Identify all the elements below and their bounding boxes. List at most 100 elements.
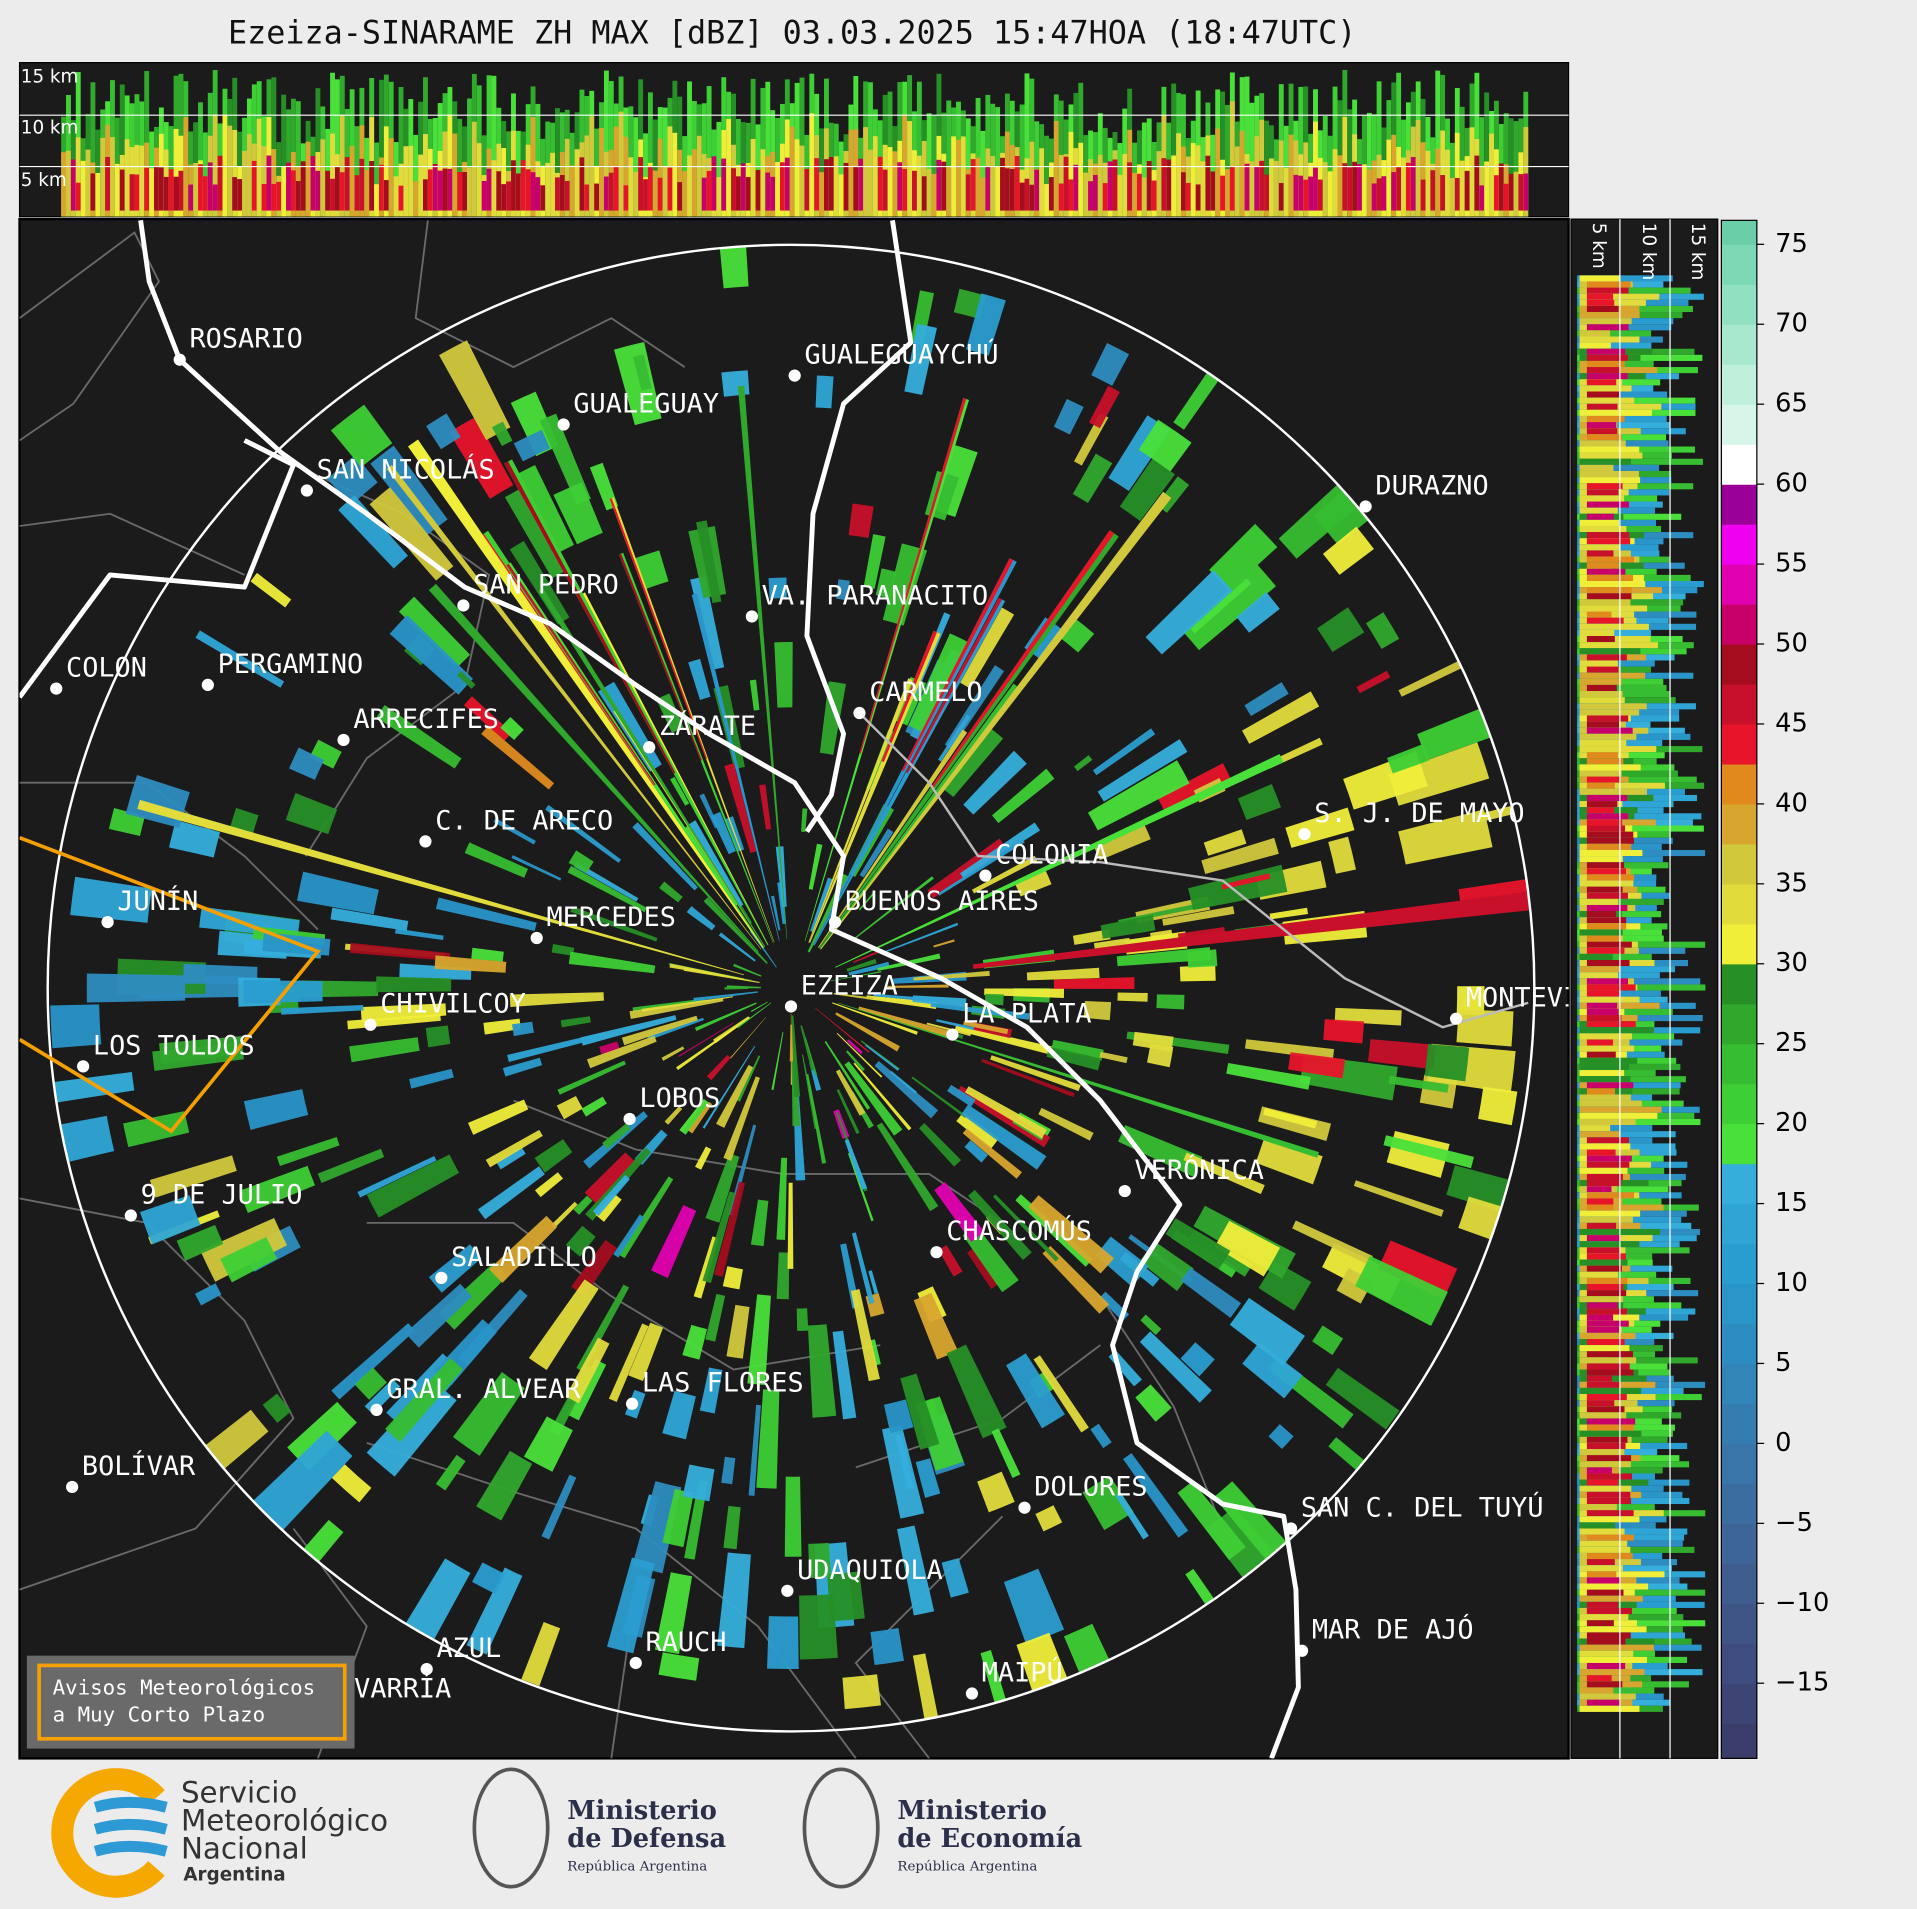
- city-label: MAR DE AJÓ: [1312, 1614, 1474, 1646]
- profile-row: [1586, 1620, 1614, 1627]
- profile-row: [1586, 483, 1623, 490]
- logo-text: Ministerio: [897, 1796, 1047, 1826]
- profile-column: [1107, 161, 1113, 211]
- profile-row: [1579, 1076, 1631, 1083]
- profile-column: [80, 160, 86, 217]
- profile-row: [1579, 642, 1658, 649]
- radar-echo: [628, 1322, 664, 1382]
- profile-column: [897, 162, 903, 211]
- profile-row: [1579, 342, 1611, 349]
- warning-box[interactable]: [37, 1663, 347, 1741]
- profile-column: [623, 185, 629, 211]
- warning-area: [19, 836, 321, 1134]
- radar-echo: [1177, 1481, 1246, 1561]
- radar-echo: [728, 1124, 757, 1216]
- radar-echo: [832, 1002, 918, 1035]
- radar-echo: [483, 1018, 521, 1035]
- radar-echo: [398, 596, 471, 668]
- city-label: LOBOS: [639, 1083, 720, 1114]
- radar-echo: [1092, 728, 1156, 776]
- radar-echo: [439, 340, 511, 441]
- radar-echo: [360, 1003, 447, 1023]
- profile-column: [1229, 101, 1235, 217]
- radar-echo: [963, 1020, 1009, 1035]
- profile-column: [427, 169, 433, 211]
- city-label: UDAQUIOLA: [797, 1555, 943, 1586]
- profile-column: [374, 142, 379, 217]
- radar-echo: [1424, 1043, 1470, 1082]
- profile-row: [1586, 947, 1625, 954]
- profile-row: [1577, 691, 1670, 698]
- profile-column: [926, 168, 932, 217]
- profile-row: [1579, 1100, 1642, 1107]
- radar-echo: [557, 1060, 626, 1095]
- profile-column: [1088, 181, 1093, 211]
- profile-column: [662, 166, 668, 217]
- profile-row: [1586, 1571, 1617, 1578]
- profile-row: [1577, 770, 1678, 777]
- radar-echo: [541, 1474, 577, 1540]
- colorbar-tick-label: 5: [1775, 1348, 1791, 1378]
- radar-echo: [1328, 836, 1356, 874]
- profile-column: [423, 179, 428, 211]
- radar-echo: [676, 1016, 750, 1071]
- profile-row: [1579, 1650, 1634, 1657]
- profile-column: [1171, 155, 1177, 217]
- profile-column: [1044, 135, 1049, 217]
- profile-column: [579, 157, 585, 211]
- profile-column: [1405, 162, 1411, 211]
- profile-row: [1586, 807, 1615, 814]
- profile-row: [1586, 1015, 1622, 1022]
- profile-column: [1019, 182, 1025, 211]
- profile-row: [1579, 1296, 1623, 1303]
- profile-column: [843, 162, 849, 211]
- profile-column: [731, 168, 736, 211]
- radar-echo: [716, 1064, 754, 1128]
- profile-column: [202, 176, 208, 211]
- profile-column: [1420, 179, 1426, 211]
- city-dot: [435, 1271, 448, 1284]
- radar-echo: [933, 939, 955, 948]
- profile-column: [1068, 131, 1074, 217]
- radar-echo: [289, 747, 325, 780]
- radar-echo: [250, 572, 292, 608]
- profile-row: [1579, 1461, 1631, 1468]
- profile-row: [1586, 1381, 1621, 1388]
- profile-column: [413, 181, 419, 217]
- radar-echo: [1183, 564, 1277, 651]
- radar-echo: [723, 1505, 741, 1550]
- radar-echo: [1288, 1052, 1346, 1079]
- profile-row: [1586, 1351, 1633, 1358]
- profile-row: [1579, 544, 1621, 551]
- radar-echo: [592, 1174, 630, 1217]
- radar-beam: [386, 464, 762, 950]
- city-dot: [781, 1584, 794, 1597]
- profile-column: [647, 165, 653, 211]
- profile-column: [66, 150, 71, 217]
- profile-column: [1127, 162, 1133, 211]
- radar-echo: [491, 421, 513, 447]
- radar-echo: [791, 1015, 801, 1098]
- logo-text: Meteorológico: [181, 1803, 388, 1837]
- profile-column: [584, 135, 590, 217]
- radar-echo: [984, 993, 1004, 1006]
- radar-echo: [703, 897, 768, 964]
- colorbar-tick-label: 50: [1775, 629, 1808, 659]
- profile-row: [1579, 519, 1620, 526]
- radar-echo: [934, 1182, 985, 1242]
- profile-row: [1586, 1051, 1616, 1058]
- profile-column: [286, 162, 291, 211]
- radar-echo: [964, 1086, 1047, 1139]
- city-dot: [946, 1028, 959, 1041]
- profile-column: [1498, 163, 1504, 211]
- radar-echo: [463, 696, 512, 741]
- profile-column: [1136, 173, 1142, 211]
- profile-column: [496, 171, 502, 211]
- profile-row: [1586, 550, 1614, 557]
- colorbar-band: [1721, 923, 1757, 965]
- profile-column: [657, 138, 663, 217]
- radar-echo: [808, 1542, 831, 1579]
- profile-column: [1357, 164, 1362, 211]
- profile-column: [1493, 175, 1499, 211]
- profile-row: [1586, 1265, 1622, 1272]
